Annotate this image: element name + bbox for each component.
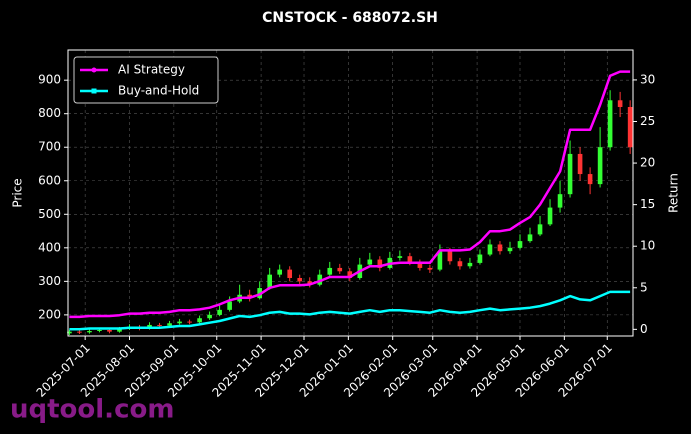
candle-body xyxy=(607,100,613,148)
return-line xyxy=(69,70,631,319)
candle-body xyxy=(427,267,433,270)
candle-body xyxy=(487,244,493,255)
candle-body xyxy=(597,147,603,185)
y-tick-label: 200 xyxy=(38,307,61,321)
y-tick-label: 800 xyxy=(38,106,61,120)
candle-body xyxy=(517,241,523,248)
candle-body xyxy=(307,281,313,285)
y2-tick-label: 30 xyxy=(640,72,655,86)
y-tick-label: 700 xyxy=(38,140,61,154)
candle-body xyxy=(67,331,72,334)
candle-body xyxy=(197,318,202,323)
y2-tick-label: 5 xyxy=(640,280,648,294)
candle-body xyxy=(327,267,333,275)
legend-box xyxy=(73,56,219,104)
candle-body xyxy=(617,100,623,107)
y-tick-label: 500 xyxy=(38,207,61,221)
y-tick-label: 600 xyxy=(38,173,61,187)
candle-body xyxy=(277,269,283,275)
candle-body xyxy=(107,329,112,332)
candle-body xyxy=(447,251,453,262)
candle-body xyxy=(557,194,563,208)
candle-body xyxy=(267,274,272,289)
plot-frame xyxy=(67,49,634,337)
legend: AI Strategy Buy-and-Hold xyxy=(73,56,219,104)
candle-body xyxy=(567,153,573,195)
y-tick-label: 900 xyxy=(38,73,61,87)
legend-marker xyxy=(91,88,97,94)
candle-body xyxy=(587,174,593,185)
candle-body xyxy=(287,269,293,278)
candle-body xyxy=(217,309,222,315)
candle-body xyxy=(187,321,192,323)
candle-body xyxy=(207,314,212,319)
candle-body xyxy=(367,259,373,265)
candle-body xyxy=(337,267,343,272)
y2-tick-label: 10 xyxy=(640,239,655,253)
y2-tick-label: 15 xyxy=(640,197,655,211)
legend-marker xyxy=(91,67,97,73)
candle-body xyxy=(397,256,403,258)
y2-tick-label: 20 xyxy=(640,156,655,170)
candle-body xyxy=(177,321,182,324)
candle-body xyxy=(627,106,633,148)
legend-label: AI Strategy xyxy=(118,63,185,77)
candle-body xyxy=(97,329,102,331)
candle-body xyxy=(577,153,583,175)
plot-area xyxy=(67,50,633,336)
y2-tick-label: 25 xyxy=(640,114,655,128)
legend-label: Buy-and-Hold xyxy=(118,84,199,98)
candle-body xyxy=(437,251,443,270)
candle-body xyxy=(407,256,413,263)
y-tick-label: 400 xyxy=(38,240,61,254)
candle-body xyxy=(547,207,553,225)
candle-body xyxy=(347,271,353,278)
candle-body xyxy=(117,328,122,332)
candle-body xyxy=(507,247,513,252)
watermark: uqtool.com xyxy=(10,395,174,425)
candle-body xyxy=(157,324,162,326)
candle-body xyxy=(87,330,92,333)
candle-body xyxy=(377,259,383,268)
y-axis-label: Price xyxy=(11,178,25,207)
candle-body xyxy=(167,323,172,326)
y-tick-label: 300 xyxy=(38,274,61,288)
candle-body xyxy=(417,262,423,268)
candle-body xyxy=(297,277,303,282)
candle-body xyxy=(247,294,252,299)
candle-body xyxy=(227,301,232,310)
candle-body xyxy=(77,331,82,333)
candle-body xyxy=(477,254,483,263)
chart-title: CNSTOCK - 688072.SH xyxy=(262,10,438,26)
candle-body xyxy=(467,262,473,267)
candle-body xyxy=(457,261,463,267)
y2-axis-label: Return xyxy=(667,173,681,213)
candle-body xyxy=(527,234,533,242)
candle-body xyxy=(537,224,543,235)
candle-body xyxy=(497,244,503,252)
candle-body xyxy=(317,274,323,285)
y2-tick-label: 0 xyxy=(640,322,648,336)
return-line xyxy=(69,290,631,331)
